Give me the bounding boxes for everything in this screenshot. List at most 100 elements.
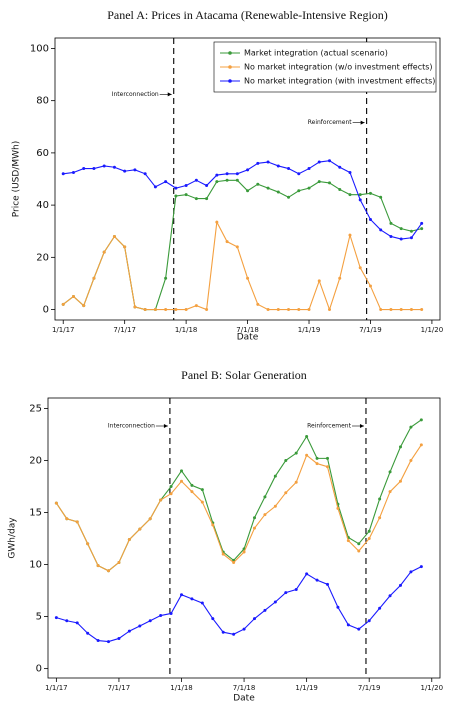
series-line [56,566,422,643]
data-point [263,608,267,612]
data-point [190,597,194,601]
data-point [159,498,163,502]
data-point [398,445,402,449]
data-point [112,165,116,169]
data-point [102,164,106,168]
data-point [215,220,219,224]
series-line [63,160,423,240]
data-point [225,172,229,176]
event-arrowhead [360,120,365,125]
data-point [180,469,184,473]
data-point [367,619,371,623]
data-point [346,539,350,543]
chart-title: Panel B: Solar Generation [181,368,307,382]
legend-marker [228,79,232,83]
data-point [127,538,131,542]
data-point [399,237,403,241]
data-point [315,456,319,460]
data-point [164,308,168,312]
data-point [419,565,423,569]
data-point [420,227,424,231]
y-tick-label: 0 [43,305,49,316]
data-point [307,167,311,171]
data-point [200,488,204,492]
data-point [205,184,209,188]
x-tick-label: 1/1/18 [175,326,198,334]
data-point [348,233,352,237]
data-point [148,517,152,521]
data-point [65,517,69,521]
data-point [246,168,250,172]
data-point [200,500,204,504]
data-point [273,600,277,604]
data-point [159,614,163,618]
event-label: Interconnection [108,423,155,430]
data-point [225,240,229,244]
y-tick-label: 100 [30,43,49,54]
data-point [420,221,424,225]
data-point [398,479,402,483]
data-point [346,623,350,627]
data-point [294,451,298,455]
data-point [143,172,147,176]
data-point [127,629,131,633]
data-point [71,295,75,298]
data-point [317,160,321,164]
data-point [54,616,58,620]
data-point [266,186,270,190]
data-point [379,308,383,312]
data-point [409,425,413,429]
data-point [315,462,319,466]
series-line [62,220,422,312]
data-point [107,569,111,573]
x-tick-label: 1/1/18 [170,684,193,692]
data-point [368,284,372,288]
data-point [287,167,291,171]
data-point [378,516,382,520]
data-point [338,276,342,280]
data-point [358,193,362,197]
x-tick-label: 7/1/19 [358,684,381,692]
data-point [389,234,393,238]
data-point [263,495,267,499]
data-point [256,161,260,165]
data-point [399,227,403,231]
data-point [153,308,157,312]
data-point [112,234,116,238]
x-tick-label: 1/1/20 [421,684,444,692]
data-point [235,178,239,182]
data-point [190,483,194,487]
y-tick-label: 40 [36,200,49,211]
plot-frame [47,397,441,679]
data-point [215,173,219,177]
data-point [284,591,288,595]
data-point [252,617,256,621]
x-tick-label: 1/1/17 [52,326,75,334]
y-tick-label: 0 [36,664,42,675]
data-point [232,560,236,564]
data-point [276,308,280,312]
data-point [123,245,127,249]
data-point [409,229,413,233]
data-point [82,304,86,308]
data-point [92,276,96,280]
x-axis-label: Date [237,333,259,343]
data-point [246,189,250,193]
data-point [388,490,392,494]
data-point [71,170,75,174]
data-point [378,606,382,610]
data-point [138,527,142,531]
data-point [357,627,361,631]
x-tick-label: 7/1/18 [233,684,256,692]
data-point [252,516,256,520]
data-point [273,504,277,508]
event-label: Reinforcement [307,423,352,430]
data-point [367,537,371,541]
x-tick-label: 7/1/19 [359,326,382,334]
data-point [180,479,184,483]
data-point [54,501,58,505]
data-point [419,418,423,422]
data-point [388,594,392,598]
data-point [389,308,393,312]
legend-label: No market integration (w/o investment ef… [244,63,433,72]
